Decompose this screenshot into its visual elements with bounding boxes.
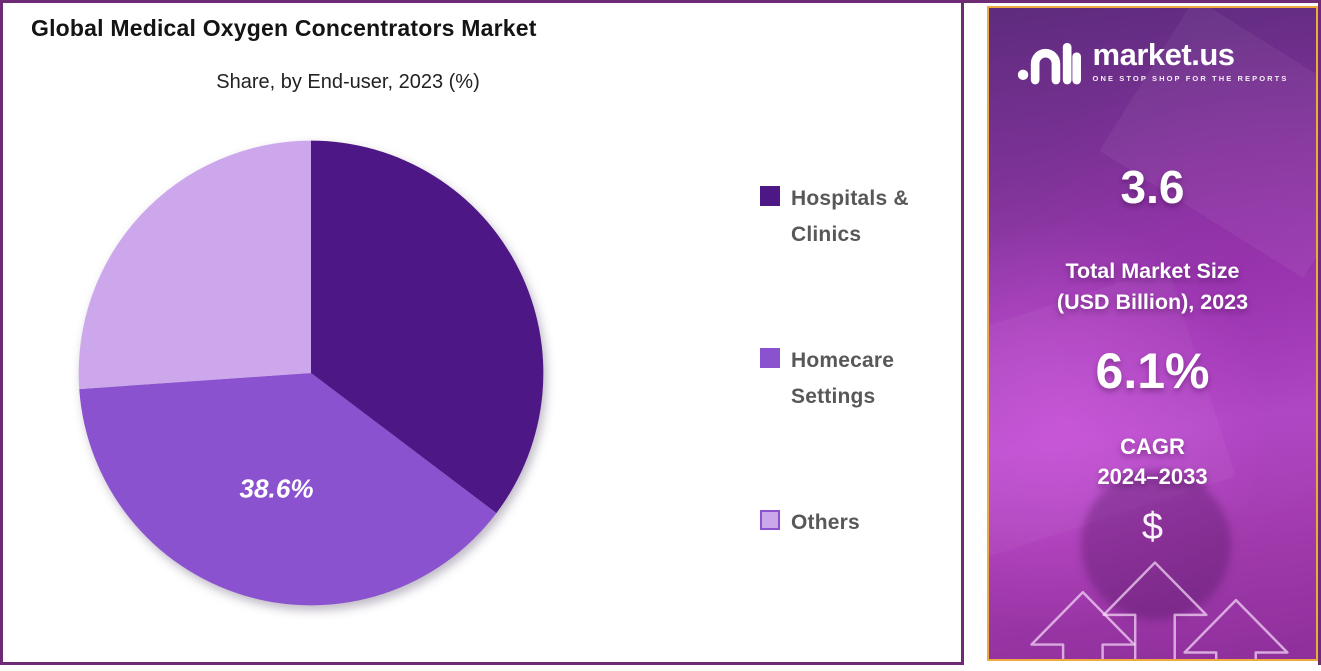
legend-swatch-hospitals-clinics: [760, 186, 780, 206]
chart-subtitle: Share, by End-user, 2023 (%): [216, 71, 480, 93]
marketus-logo-icon: [1017, 42, 1081, 85]
sidebar-decor-circle: [1081, 470, 1231, 620]
legend-item-hospitals-clinics: Hospitals & Clinics: [760, 181, 941, 253]
cagr-label: CAGR 2024–2033: [989, 432, 1316, 491]
legend-label-others: Others: [791, 511, 860, 534]
marketus-logo-text: market.us ONE STOP SHOP FOR THE REPORTS: [1093, 39, 1289, 83]
legend-label-homecare-settings: Homecare Settings: [791, 349, 895, 409]
legend-item-homecare-settings: Homecare Settings: [760, 343, 941, 415]
brand-tagline: ONE STOP SHOP FOR THE REPORTS: [1092, 74, 1289, 83]
pie-slice-2: [78, 140, 311, 390]
legend-swatch-others: [760, 510, 780, 530]
pie-chart-svg: 38.6%: [78, 140, 544, 606]
pie-data-label: 38.6%: [240, 473, 314, 503]
pie-chart: 38.6%: [69, 131, 553, 615]
frame-right-border: [1318, 0, 1321, 665]
legend-item-others: Others: [760, 505, 941, 541]
chart-panel: Global Medical Oxygen Concentrators Mark…: [0, 0, 964, 665]
cagr-label-line1: CAGR: [1120, 434, 1185, 459]
marketus-logo: market.us ONE STOP SHOP FOR THE REPORTS: [989, 34, 1316, 88]
market-size-value: 3.6: [1120, 161, 1185, 213]
legend-swatch-homecare-settings: [760, 348, 780, 368]
cagr-value: 6.1%: [1095, 343, 1210, 399]
pie-slice-1: [79, 373, 497, 606]
cagr-label-line2: 2024–2033: [1097, 463, 1208, 489]
frame-top-border: [958, 0, 1321, 3]
market-size-label-line1: Total Market Size: [1065, 259, 1240, 283]
brand-sidebar: market.us ONE STOP SHOP FOR THE REPORTS …: [987, 6, 1318, 661]
dollar-icon: $: [1141, 506, 1164, 548]
chart-title: Global Medical Oxygen Concentrators Mark…: [31, 15, 537, 41]
market-size-label: Total Market Size (USD Billion), 2023: [989, 256, 1316, 317]
brand-name: market.us: [1092, 37, 1235, 72]
growth-arrows-icon: [1030, 561, 1289, 659]
pie-slice-0: [311, 140, 544, 514]
legend-label-hospitals-clinics: Hospitals & Clinics: [791, 187, 909, 247]
market-size-label-line2: (USD Billion), 2023: [1056, 289, 1249, 314]
